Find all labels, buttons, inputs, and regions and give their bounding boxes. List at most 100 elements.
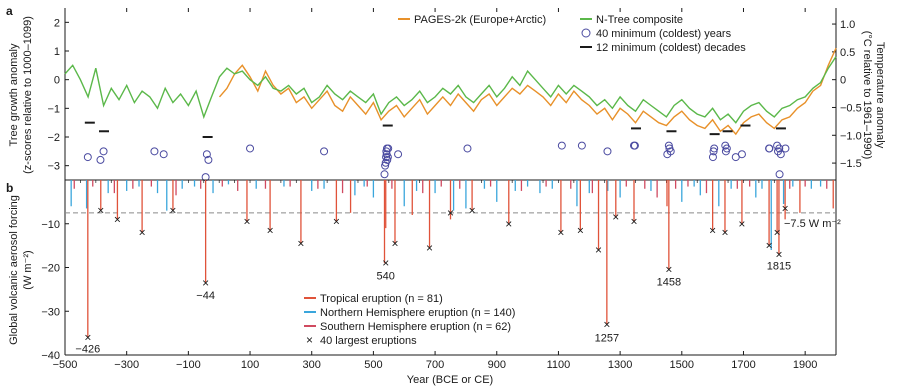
coldest-year-point	[151, 148, 158, 155]
panel-a-y2tick-label: 0	[840, 75, 846, 87]
panel-b-ytick-label: −10	[41, 219, 60, 231]
legend-northern-label: Northern Hemisphere eruption (n = 140)	[320, 307, 515, 319]
panel-a-ytick-label: 0	[54, 75, 60, 87]
largest-eruption-marker: ×	[114, 212, 121, 226]
panel-b-ytick-label: −20	[41, 263, 60, 275]
largest-eruption-marker: ×	[447, 206, 454, 220]
panel-a-ylabel-line2: (z-scores relative to 1000–1099)	[22, 16, 34, 174]
panel-a-legend: PAGES-2k (Europe+Arctic) N-Tree composit…	[398, 14, 746, 54]
panel-b-label: b	[6, 181, 13, 195]
largest-eruption-marker: ×	[169, 204, 176, 218]
panel-a-ytick-label: −3	[47, 161, 60, 173]
panel-a-y2tick-label: −0.5	[840, 102, 862, 114]
eruption-year-annotation: 1458	[657, 277, 681, 289]
largest-eruption-marker: ×	[267, 223, 274, 237]
panel-a-y2label-line1: Temperature anomaly	[874, 42, 886, 149]
panel-a-ytick-label: −1	[47, 103, 60, 115]
eruption-year-annotation: −426	[75, 343, 100, 355]
panel-a-ylabel-line1: Tree growth anomaly	[8, 43, 20, 146]
largest-eruption-marker: ×	[775, 247, 782, 261]
ntree-series-line	[65, 57, 836, 123]
coldest-year-point	[395, 151, 402, 158]
largest-eruption-marker: ×	[782, 201, 789, 215]
largest-eruption-marker: ×	[766, 239, 773, 253]
threshold-label: −7.5 W m⁻²	[784, 218, 841, 230]
pages2k-series-line	[220, 48, 837, 134]
panel-b-ylabel-line2: (W m⁻²)	[22, 250, 34, 289]
largest-eruption-marker: ×	[557, 226, 564, 240]
panel-a-ytick-label: 1	[54, 46, 60, 58]
panel-b-xtick-label: 1900	[793, 359, 817, 371]
largest-eruption-marker: ×	[595, 243, 602, 257]
largest-eruption-marker: ×	[774, 226, 781, 240]
panel-a-y2label-line2: (°C relative to 1961–1990)	[861, 31, 873, 160]
legend-coldest-years-marker	[582, 29, 590, 37]
coldest-year-point	[604, 148, 611, 155]
coldest-year-point	[381, 171, 388, 178]
largest-eruption-marker: ×	[665, 263, 672, 277]
largest-eruption-marker: ×	[333, 215, 340, 229]
panel-a-y2tick-label: −1.0	[840, 130, 862, 142]
panel-a-ytick-label: 2	[54, 17, 60, 29]
panel-b-ytick-label: −30	[41, 306, 60, 318]
panel-a-y2tick-label: −1.5	[840, 158, 862, 170]
largest-eruption-marker: ×	[382, 256, 389, 270]
panel-b-xtick-label: 500	[364, 359, 382, 371]
panel-b-xtick-label: 1100	[547, 359, 571, 371]
legend-southern-label: Southern Hemisphere eruption (n = 62)	[320, 321, 511, 333]
largest-eruption-marker: ×	[505, 217, 512, 231]
coldest-year-point	[464, 145, 471, 152]
coldest-year-point	[100, 148, 107, 155]
coldest-year-point	[578, 142, 585, 149]
panel-b-xtick-label: 1700	[731, 359, 755, 371]
largest-eruption-marker: ×	[630, 215, 637, 229]
coldest-year-point	[247, 145, 254, 152]
largest-eruption-marker: ×	[603, 317, 610, 331]
largest-eruption-marker: ×	[709, 223, 716, 237]
largest-eruption-marker: ×	[243, 215, 250, 229]
coldest-year-point	[766, 145, 773, 152]
panel-b-xtick-label: 300	[303, 359, 321, 371]
panel-b-xtick-label: 900	[488, 359, 506, 371]
largest-eruption-marker: ×	[202, 276, 209, 290]
panel-a-y2tick-label: 0.5	[840, 47, 855, 59]
eruption-year-annotation: −44	[196, 290, 215, 302]
legend-coldest-years-label: 40 minimum (coldest) years	[596, 28, 732, 40]
coldest-year-point	[558, 142, 565, 149]
panel-a-markers	[84, 123, 789, 181]
panel-b-xlabel: Year (BCE or CE)	[407, 374, 493, 386]
panel-b-xtick-label: 100	[241, 359, 259, 371]
largest-eruption-marker: ×	[469, 204, 476, 218]
eruption-year-annotation: 1257	[595, 333, 619, 345]
panel-b-xtick-label: 700	[426, 359, 444, 371]
legend-ntree-label: N-Tree composite	[596, 14, 683, 26]
coldest-year-point	[84, 154, 91, 161]
largest-eruption-marker: ×	[426, 241, 433, 255]
eruption-year-annotation: 540	[377, 270, 395, 282]
largest-eruption-marker: ×	[297, 236, 304, 250]
panel-a-label: a	[6, 4, 13, 18]
panel-b-ylabel-line1: Global volcanic aerosol forcing	[8, 195, 20, 345]
largest-eruption-marker: ×	[612, 210, 619, 224]
panel-a-ticks: 2 1 0 −1 −2 −3 1.0 0.5 0 −0.5 −1.0 −1.5	[47, 8, 861, 180]
panel-b-legend: Tropical eruption (n = 81) Northern Hemi…	[304, 293, 515, 347]
panel-b-xtick-label: 1500	[670, 359, 694, 371]
panel-b-ticks: −10 −20 −30 −40−500 −300 −100 100 300 500 700 900 1…	[41, 180, 841, 371]
coldest-year-point	[160, 151, 167, 158]
legend-pages2k-label: PAGES-2k (Europe+Arctic)	[414, 14, 546, 26]
coldest-year-point	[97, 156, 104, 163]
panel-b-xtick-label: −300	[114, 359, 139, 371]
largest-eruption-marker: ×	[577, 223, 584, 237]
largest-eruption-marker: ×	[721, 226, 728, 240]
legend-largest-label: 40 largest eruptions	[320, 335, 417, 347]
largest-eruption-marker: ×	[391, 236, 398, 250]
coldest-year-point	[776, 171, 783, 178]
coldest-year-point	[738, 151, 745, 158]
largest-eruption-marker: ×	[97, 204, 104, 218]
panel-b-xtick-label: −500	[53, 359, 78, 371]
panel-a-series	[65, 48, 836, 134]
legend-tropical-label: Tropical eruption (n = 81)	[320, 293, 443, 305]
panel-b-xtick-label: −100	[176, 359, 201, 371]
legend-largest-marker: ×	[306, 333, 313, 347]
